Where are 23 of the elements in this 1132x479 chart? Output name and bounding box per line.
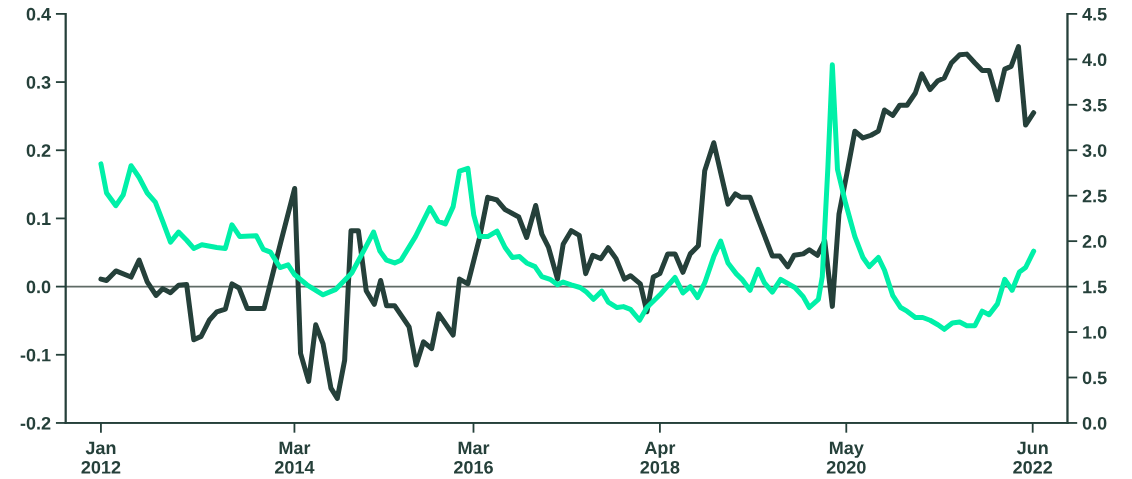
y-tick-label: 0.2 — [26, 144, 51, 157]
y-tick-label: 0.1 — [26, 212, 51, 226]
x-tick-label: Mar 2014 — [274, 441, 315, 474]
y-tick-label: -0.2 — [20, 416, 51, 430]
x-tick-label: Mar 2016 — [454, 441, 493, 474]
y-tick-label: 0.3 — [26, 76, 51, 89]
x-tick-label: May 2020 — [826, 441, 866, 474]
x-tick-label: Apr 2018 — [640, 441, 680, 474]
y-tick-label: -0.1 — [20, 348, 51, 362]
y2-tick-label: 4.5 — [1082, 8, 1107, 21]
y2-tick-label: 0.5 — [1082, 371, 1107, 385]
x-tick-label: Jan 2012 — [81, 441, 121, 474]
y-tick-label: 0.0 — [26, 280, 51, 294]
x-tick-label: Jun 2022 — [1013, 441, 1053, 474]
y2-tick-label: 2.0 — [1082, 235, 1107, 248]
y2-tick-label: 1.5 — [1083, 280, 1107, 294]
y2-tick-label: 0.0 — [1082, 416, 1107, 430]
y-tick-label: 0.4 — [26, 7, 51, 21]
y2-tick-label: 3.5 — [1082, 98, 1107, 112]
y2-tick-label: 2.5 — [1082, 189, 1107, 203]
y2-tick-label: 3.0 — [1082, 144, 1107, 157]
y2-tick-label: 4.0 — [1082, 53, 1107, 67]
y2-tick-label: 1.0 — [1083, 325, 1107, 339]
